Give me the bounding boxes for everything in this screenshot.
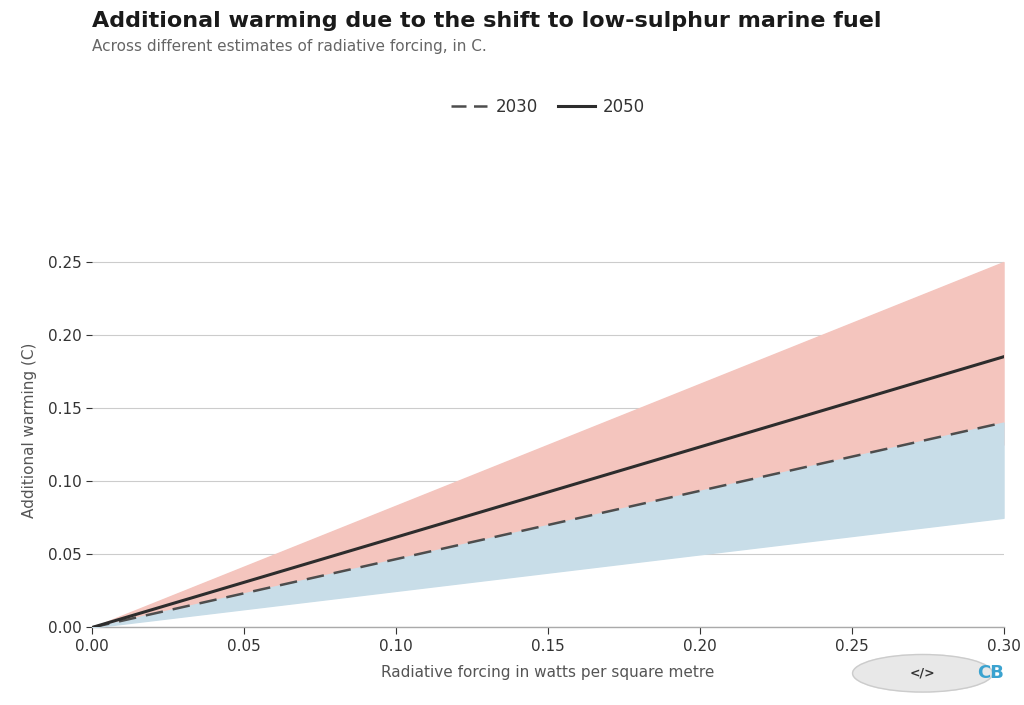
Text: </>: </> xyxy=(909,667,936,680)
Text: CB: CB xyxy=(977,664,1005,682)
Legend: 2030, 2050: 2030, 2050 xyxy=(444,91,651,122)
X-axis label: Radiative forcing in watts per square metre: Radiative forcing in watts per square me… xyxy=(381,666,715,680)
Text: Additional warming due to the shift to low-sulphur marine fuel: Additional warming due to the shift to l… xyxy=(92,11,882,30)
Y-axis label: Additional warming (C): Additional warming (C) xyxy=(22,343,37,517)
Text: Across different estimates of radiative forcing, in C.: Across different estimates of radiative … xyxy=(92,39,486,54)
Circle shape xyxy=(853,654,992,692)
